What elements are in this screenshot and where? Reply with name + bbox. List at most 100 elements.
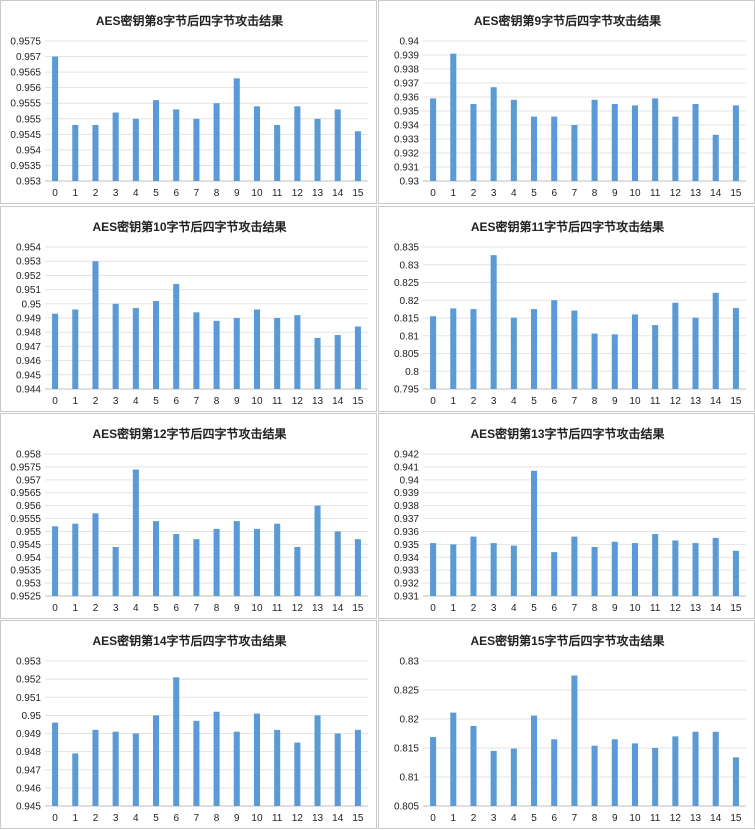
x-tick-label: 9 <box>612 603 618 614</box>
x-tick-label: 9 <box>612 813 618 824</box>
x-tick-label: 6 <box>173 603 179 614</box>
y-tick-label: 0.953 <box>16 657 41 668</box>
bar-chart: AES密钥第11字节后四字节攻击结果 0.795 0.8 0.805 0.81 0.815… <box>394 219 746 407</box>
x-tick-label: 4 <box>511 188 517 199</box>
x-tick-label: 13 <box>312 188 324 199</box>
bar <box>253 309 260 389</box>
bar <box>193 312 200 389</box>
x-tick-label: 15 <box>730 603 742 614</box>
y-tick-label: 0.933 <box>394 566 419 577</box>
x-tick-label: 11 <box>272 813 283 824</box>
bar <box>551 116 558 181</box>
x-tick-label: 1 <box>450 603 456 614</box>
x-tick-label: 6 <box>551 396 557 407</box>
bar <box>193 720 200 806</box>
y-tick-label: 0.932 <box>394 149 419 160</box>
x-tick-label: 3 <box>491 813 497 824</box>
x-tick-label: 10 <box>629 813 641 824</box>
x-tick-label: 5 <box>153 813 159 824</box>
x-tick-label: 14 <box>710 188 722 199</box>
bar <box>233 318 240 389</box>
x-tick-label: 6 <box>173 396 179 407</box>
x-tick-label: 10 <box>629 396 641 407</box>
bar <box>510 317 517 389</box>
x-tick-label: 0 <box>430 188 436 199</box>
y-tick-label: 0.932 <box>394 579 419 590</box>
y-tick-label: 0.9545 <box>10 130 41 141</box>
x-tick-label: 2 <box>471 813 477 824</box>
x-tick-label: 3 <box>491 188 497 199</box>
bar <box>672 116 679 181</box>
x-tick-label: 4 <box>133 603 139 614</box>
bar <box>490 543 497 596</box>
x-tick-label: 8 <box>592 603 598 614</box>
x-tick-label: 1 <box>72 188 78 199</box>
y-tick-label: 0.956 <box>16 501 41 512</box>
bar <box>233 521 240 596</box>
y-tick-label: 0.953 <box>16 177 41 188</box>
bar <box>52 313 59 389</box>
bar <box>531 715 538 806</box>
bar <box>233 731 240 806</box>
bar <box>692 104 699 181</box>
x-tick-label: 3 <box>113 188 119 199</box>
y-tick-label: 0.947 <box>16 342 41 353</box>
y-tick-label: 0.9545 <box>10 540 41 551</box>
bar <box>314 118 321 181</box>
y-tick-label: 0.957 <box>16 475 41 486</box>
bar <box>712 134 719 181</box>
chart-title: AES密钥第13字节后四字节攻击结果 <box>470 426 664 441</box>
y-tick-label: 0.955 <box>16 114 41 125</box>
x-tick-label: 14 <box>332 188 344 199</box>
x-tick-label: 9 <box>234 188 240 199</box>
bar <box>72 753 79 806</box>
bar <box>132 308 139 389</box>
x-tick-label: 5 <box>153 188 159 199</box>
x-tick-label: 12 <box>670 603 682 614</box>
bar <box>510 748 517 806</box>
bar <box>571 675 578 806</box>
y-tick-label: 0.935 <box>394 540 419 551</box>
x-tick-label: 5 <box>531 603 537 614</box>
x-tick-label: 6 <box>551 188 557 199</box>
y-tick-label: 0.956 <box>16 83 41 94</box>
bar-chart: AES密钥第12字节后四字节攻击结果 0.9525 0.953 0.9535 0.954… <box>10 426 368 614</box>
bar <box>294 315 301 389</box>
bar <box>112 546 119 596</box>
x-tick-label: 13 <box>312 396 324 407</box>
x-tick-label: 9 <box>612 396 618 407</box>
x-tick-label: 14 <box>332 813 344 824</box>
x-tick-label: 14 <box>710 396 722 407</box>
x-tick-label: 13 <box>312 603 324 614</box>
x-tick-label: 12 <box>292 188 304 199</box>
bar <box>631 543 638 596</box>
y-tick-label: 0.945 <box>16 802 41 813</box>
x-tick-label: 14 <box>710 603 722 614</box>
y-tick-label: 0.952 <box>16 675 41 686</box>
bar <box>193 539 200 596</box>
y-tick-label: 0.936 <box>394 93 419 104</box>
bar-chart: AES密钥第8字节后四字节攻击结果 0.953 0.9535 0.954 0.9545 0… <box>10 13 368 199</box>
x-tick-label: 15 <box>730 396 742 407</box>
bar <box>173 109 180 181</box>
x-tick-label: 8 <box>592 813 598 824</box>
y-tick-label: 0.931 <box>394 592 419 603</box>
bar <box>470 536 477 596</box>
bar <box>652 325 659 389</box>
x-tick-label: 10 <box>251 603 263 614</box>
y-tick-label: 0.933 <box>394 135 419 146</box>
bar <box>611 739 618 806</box>
x-tick-label: 13 <box>690 188 702 199</box>
bar <box>672 736 679 806</box>
y-tick-label: 0.948 <box>16 328 41 339</box>
x-tick-label: 6 <box>173 188 179 199</box>
bar <box>652 748 659 806</box>
y-tick-label: 0.82 <box>400 715 420 726</box>
bar <box>334 531 341 596</box>
bar <box>450 712 457 806</box>
bar <box>510 545 517 596</box>
y-tick-label: 0.93 <box>400 177 420 188</box>
chart-panel: AES密钥第8字节后四字节攻击结果 0.953 0.9535 0.954 0.9545 0… <box>0 0 377 204</box>
x-tick-label: 7 <box>194 603 200 614</box>
chart-title: AES密钥第12字节后四字节攻击结果 <box>92 426 286 441</box>
